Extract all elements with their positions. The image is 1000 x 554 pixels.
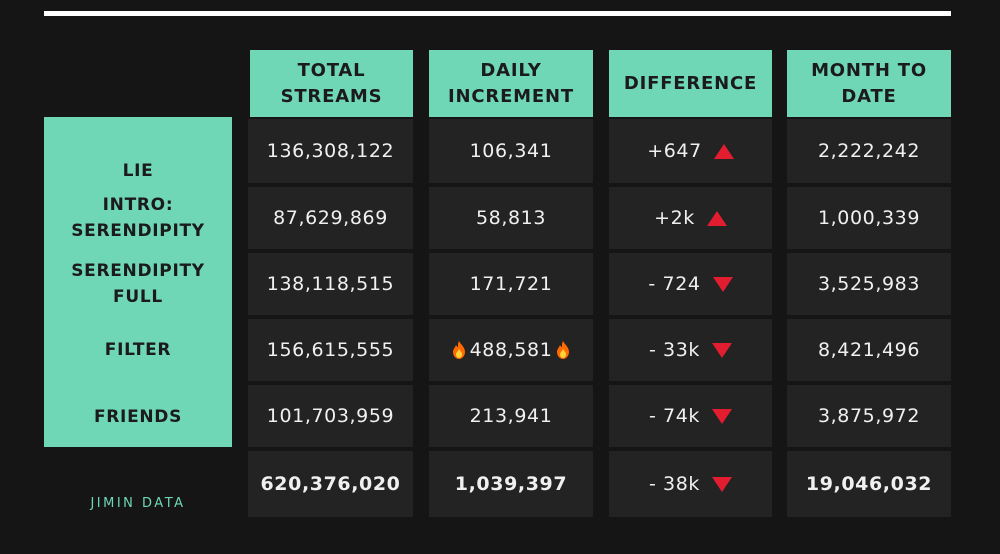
cell-total-friends: 101,703,959 bbox=[248, 385, 413, 447]
triangle-down-icon bbox=[712, 276, 733, 292]
cell-month-sum: 19,046,032 bbox=[787, 451, 951, 517]
cell-month-lie: 2,222,242 bbox=[787, 119, 951, 183]
fire-emoji-icon bbox=[556, 341, 570, 359]
top-divider bbox=[44, 11, 951, 16]
row-label-intro-serendipity: INTRO: SERENDIPITY bbox=[71, 195, 205, 241]
cell-daily-serendipity-full: 171,721 bbox=[429, 253, 593, 315]
diff-value: +2k bbox=[654, 207, 695, 229]
cell-daily-intro-serendipity: 58,813 bbox=[429, 187, 593, 249]
cell-total-serendipity-full: 138,118,515 bbox=[248, 253, 413, 315]
fire-emoji-icon bbox=[452, 341, 466, 359]
cell-month-serendipity-full: 3,525,983 bbox=[787, 253, 951, 315]
cell-diff-filter: - 33k bbox=[609, 319, 772, 381]
cell-daily-lie: 106,341 bbox=[429, 119, 593, 183]
cell-total-lie: 136,308,122 bbox=[248, 119, 413, 183]
diff-value: - 74k bbox=[648, 405, 701, 427]
cell-total-intro-serendipity: 87,629,869 bbox=[248, 187, 413, 249]
diff-value: - 38k bbox=[648, 473, 701, 495]
header-difference: DIFFERENCE bbox=[609, 50, 772, 117]
cell-total-filter: 156,615,555 bbox=[248, 319, 413, 381]
cell-diff-lie: +647 bbox=[609, 119, 772, 183]
cell-diff-serendipity-full: - 724 bbox=[609, 253, 772, 315]
triangle-up-icon bbox=[706, 210, 727, 226]
triangle-down-icon bbox=[712, 408, 733, 424]
cell-month-intro-serendipity: 1,000,339 bbox=[787, 187, 951, 249]
cell-daily-sum: 1,039,397 bbox=[429, 451, 593, 517]
header-total-streams: TOTAL STREAMS bbox=[250, 50, 413, 117]
row-label-friends: FRIENDS bbox=[93, 407, 183, 427]
cell-daily-friends: 213,941 bbox=[429, 385, 593, 447]
cell-diff-friends: - 74k bbox=[609, 385, 772, 447]
triangle-down-icon bbox=[712, 342, 733, 358]
daily-value: 488,581 bbox=[469, 339, 553, 361]
row-label-serendipity-full: SERENDIPITY FULL bbox=[71, 261, 205, 307]
header-daily-increment: DAILY INCREMENT bbox=[429, 50, 593, 117]
diff-value: - 33k bbox=[648, 339, 701, 361]
credit-label: JIMIN DATA bbox=[90, 496, 186, 511]
cell-daily-filter: 488,581 bbox=[429, 319, 593, 381]
header-month-to-date: MONTH TO DATE bbox=[787, 50, 951, 117]
row-label-filter: FILTER bbox=[104, 340, 172, 360]
cell-total-sum: 620,376,020 bbox=[248, 451, 413, 517]
triangle-down-icon bbox=[712, 476, 733, 492]
diff-value: - 724 bbox=[648, 273, 701, 295]
cell-diff-intro-serendipity: +2k bbox=[609, 187, 772, 249]
cell-diff-sum: - 38k bbox=[609, 451, 772, 517]
row-label-lie: LIE bbox=[122, 161, 154, 181]
cell-month-filter: 8,421,496 bbox=[787, 319, 951, 381]
triangle-up-icon bbox=[713, 143, 734, 159]
cell-month-friends: 3,875,972 bbox=[787, 385, 951, 447]
song-label-panel bbox=[44, 117, 232, 447]
diff-value: +647 bbox=[647, 140, 702, 162]
